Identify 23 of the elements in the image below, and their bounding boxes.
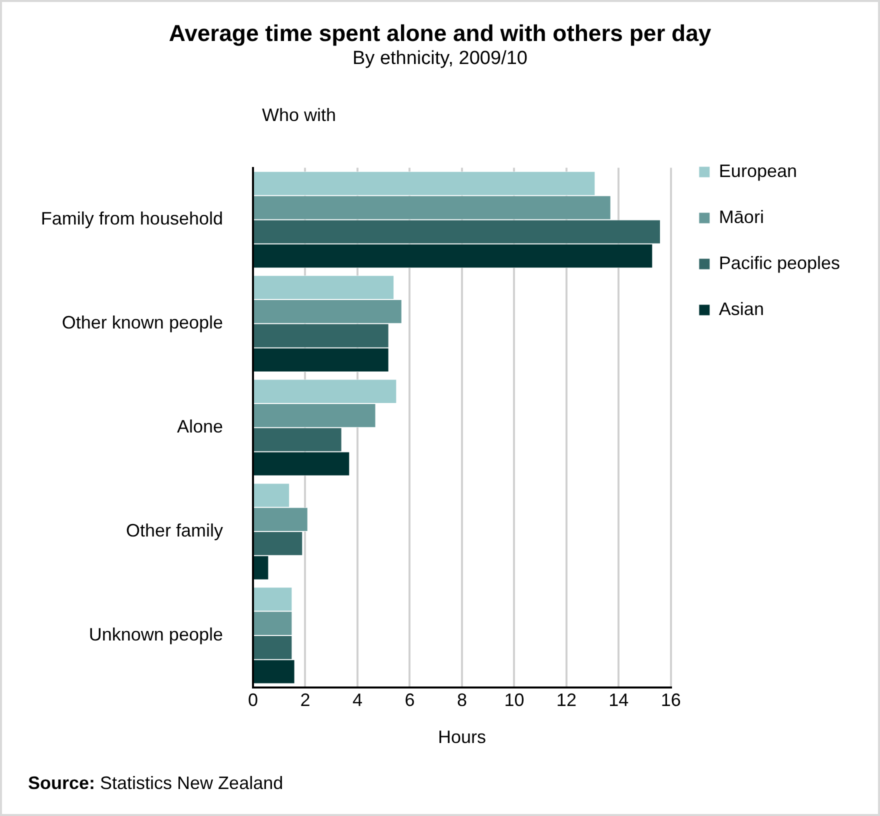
y-axis-title: Who with (262, 105, 336, 126)
source-note: Source: Statistics New Zealand (28, 773, 284, 794)
x-tick-label: 6 (404, 690, 415, 710)
x-tick-label: 4 (352, 690, 362, 710)
x-axis-title: Hours (438, 727, 486, 748)
chart-subtitle: By ethnicity, 2009/10 (352, 48, 528, 70)
y-tick-label: Family from household (40, 208, 223, 229)
x-tick-label: 14 (608, 690, 629, 710)
y-tick-label: Other known people (62, 312, 223, 333)
y-tick-label: Alone (176, 416, 223, 437)
legend-label: Pacific peoples (718, 252, 840, 273)
x-tick-label: 10 (504, 690, 524, 710)
legend-label: Asian (718, 298, 764, 319)
x-tick-label: 12 (556, 690, 576, 710)
legend-label: Māori (718, 206, 764, 227)
legend-label: European (718, 160, 798, 181)
x-tick-label: 16 (660, 690, 681, 710)
x-tick-label: 8 (456, 690, 467, 710)
x-tick-label: 0 (248, 690, 258, 710)
chart-title: Average time spent alone and with others per day (168, 20, 712, 47)
y-tick-label: Other family (126, 520, 223, 540)
y-tick-label: Unknown people (88, 624, 223, 644)
x-tick-label: 2 (300, 690, 310, 710)
